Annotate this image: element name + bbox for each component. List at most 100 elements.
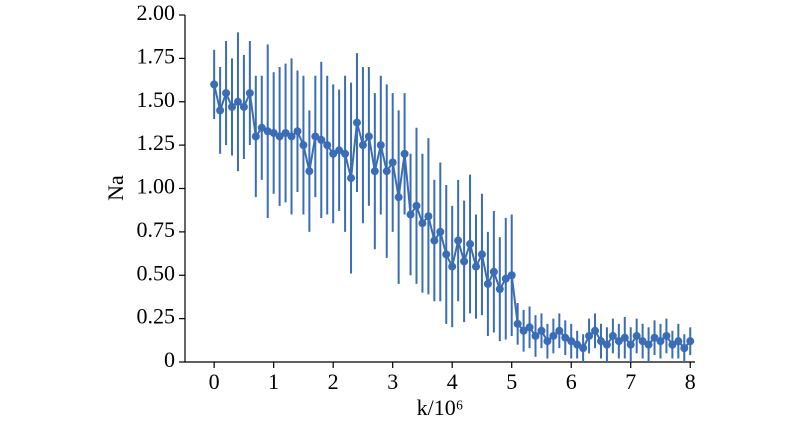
y-tick-label: 0.75 — [137, 217, 176, 242]
data-point — [329, 149, 338, 158]
data-point — [650, 333, 659, 342]
data-point — [424, 212, 433, 221]
data-point — [293, 127, 302, 136]
data-point — [222, 89, 231, 98]
data-point — [335, 146, 344, 155]
data-point — [245, 89, 254, 98]
data-point — [228, 102, 237, 111]
x-axis-label: k/10⁶ — [417, 395, 464, 420]
data-point — [275, 132, 284, 141]
data-point — [352, 118, 361, 127]
data-point — [382, 167, 391, 176]
x-tick-label: 3 — [387, 369, 398, 394]
data-point — [364, 132, 373, 141]
data-point — [370, 167, 379, 176]
data-point — [567, 337, 576, 346]
data-point — [311, 132, 320, 141]
y-axis-label: Na — [103, 175, 128, 201]
data-point — [394, 193, 403, 202]
data-point — [507, 271, 516, 280]
data-point — [680, 344, 689, 353]
data-point — [347, 174, 356, 183]
x-tick-label: 5 — [506, 369, 517, 394]
x-tick-label: 2 — [328, 369, 339, 394]
data-point — [537, 326, 546, 335]
data-point — [549, 331, 558, 340]
data-point — [287, 132, 296, 141]
y-tick-label: 0.25 — [137, 304, 176, 329]
y-tick-label: 1.25 — [137, 130, 176, 155]
data-point — [239, 102, 248, 111]
data-point — [460, 257, 469, 266]
data-point — [656, 337, 665, 346]
data-point — [501, 274, 510, 283]
data-point — [317, 135, 326, 144]
data-point — [668, 340, 677, 349]
data-point — [323, 141, 332, 150]
data-point — [210, 80, 219, 89]
data-point — [531, 331, 540, 340]
x-tick-label: 1 — [268, 369, 279, 394]
x-tick-label: 0 — [209, 369, 220, 394]
data-point — [430, 236, 439, 245]
data-point — [412, 201, 421, 210]
data-point — [591, 326, 600, 335]
data-point — [579, 344, 588, 353]
data-point — [585, 331, 594, 340]
data-point — [483, 279, 492, 288]
data-point — [406, 210, 415, 219]
data-point — [596, 337, 605, 346]
data-point — [251, 132, 260, 141]
x-tick-label: 8 — [685, 369, 696, 394]
data-point — [477, 250, 486, 259]
data-point — [305, 167, 314, 176]
data-point — [400, 149, 409, 158]
y-tick-label: 2.00 — [137, 0, 176, 25]
x-tick-label: 4 — [447, 369, 458, 394]
data-point — [674, 337, 683, 346]
data-point — [543, 337, 552, 346]
data-point — [442, 250, 451, 259]
data-point — [388, 158, 397, 167]
data-point — [341, 149, 350, 158]
y-tick-label: 0 — [164, 347, 175, 372]
data-point — [561, 333, 570, 342]
data-point — [608, 331, 617, 340]
data-point — [513, 319, 522, 328]
y-tick-label: 1.75 — [137, 43, 176, 68]
x-tick-label: 7 — [625, 369, 636, 394]
data-point — [376, 141, 385, 150]
data-point — [555, 326, 564, 335]
data-point — [638, 337, 647, 346]
data-point — [495, 285, 504, 294]
data-point — [620, 333, 629, 342]
data-point — [525, 323, 534, 332]
data-point — [269, 128, 278, 137]
data-point — [644, 340, 653, 349]
data-point — [614, 337, 623, 346]
data-point — [466, 240, 475, 249]
x-tick-label: 6 — [566, 369, 577, 394]
data-point — [436, 227, 445, 236]
data-point — [602, 340, 611, 349]
data-point — [519, 326, 528, 335]
data-point — [216, 106, 225, 115]
data-point — [233, 97, 242, 106]
data-point — [281, 128, 290, 137]
data-point — [454, 236, 463, 245]
data-point — [418, 219, 427, 228]
data-point — [299, 141, 308, 150]
data-point — [632, 331, 641, 340]
data-point — [448, 262, 457, 271]
data-point — [626, 340, 635, 349]
data-point — [472, 262, 481, 271]
data-point — [358, 141, 367, 150]
y-tick-label: 0.50 — [137, 260, 176, 285]
data-point — [662, 331, 671, 340]
data-point — [686, 337, 695, 346]
data-point — [573, 340, 582, 349]
y-tick-label: 1.00 — [137, 174, 176, 199]
data-point — [489, 267, 498, 276]
y-tick-label: 1.50 — [137, 87, 176, 112]
